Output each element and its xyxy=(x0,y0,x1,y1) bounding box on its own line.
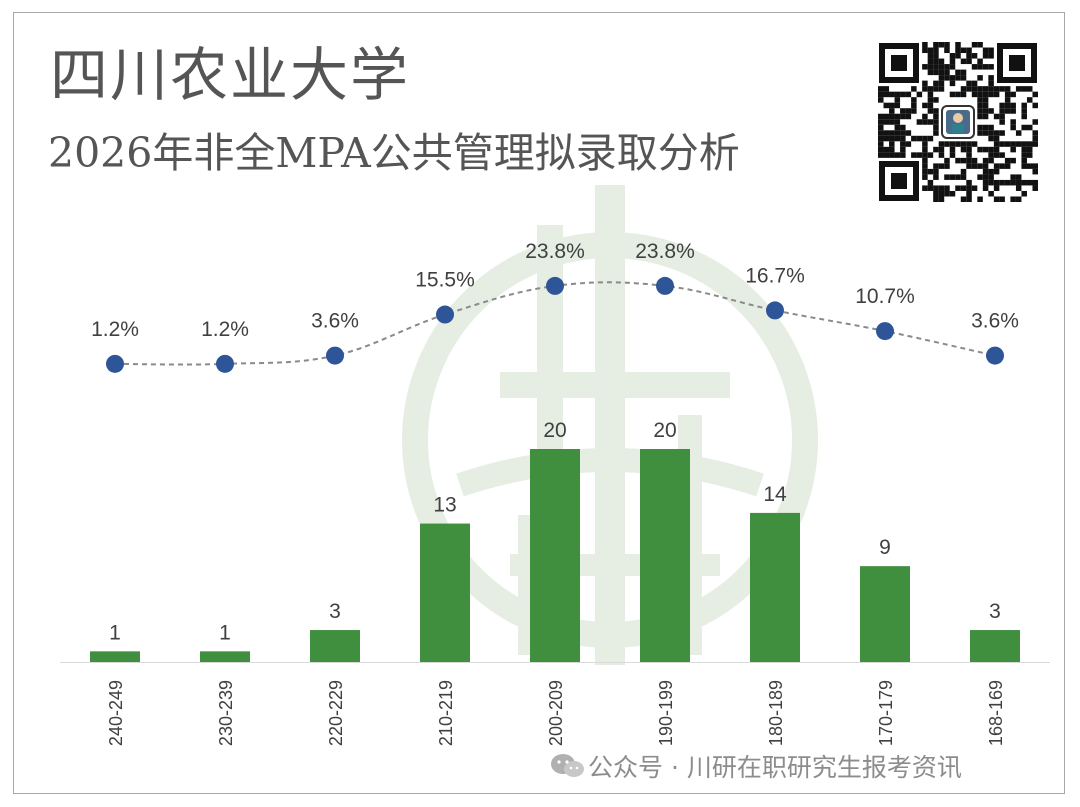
bar xyxy=(310,630,360,662)
line-point-label: 1.2% xyxy=(201,318,249,341)
bar xyxy=(860,566,910,662)
bar-value-label: 20 xyxy=(543,419,566,442)
x-tick-label: 180-189 xyxy=(766,680,786,746)
bar xyxy=(530,449,580,662)
page-title: 四川农业大学 xyxy=(50,41,411,109)
line-point-label: 16.7% xyxy=(745,264,805,287)
line-point-label: 23.8% xyxy=(635,240,695,263)
bar xyxy=(750,512,800,662)
bar-value-label: 9 xyxy=(879,536,891,559)
line-point xyxy=(986,346,1004,365)
page-subtitle: 2026年非全MPA公共管理拟录取分析 xyxy=(48,129,740,177)
line-point-label: 23.8% xyxy=(525,240,585,263)
bar-value-label: 20 xyxy=(653,419,676,442)
x-tick-label: 230-239 xyxy=(216,680,236,746)
line-point-label: 1.2% xyxy=(91,318,139,341)
line-point-label: 15.5% xyxy=(415,269,475,292)
x-tick-label: 220-229 xyxy=(326,680,346,746)
chart-frame xyxy=(13,12,1065,794)
x-tick-label: 170-179 xyxy=(876,680,896,746)
line-point xyxy=(326,346,344,365)
line-point xyxy=(216,354,234,373)
bar-value-label: 1 xyxy=(109,621,121,644)
line-point xyxy=(766,301,784,320)
bar-value-label: 13 xyxy=(433,494,456,517)
bar-value-label: 14 xyxy=(763,483,787,506)
bar xyxy=(200,651,250,662)
line-point xyxy=(656,276,674,295)
footer-text: 公众号 · 川研在职研究生报考资讯 xyxy=(588,753,962,782)
line-point xyxy=(106,354,124,373)
line-point-label: 10.7% xyxy=(855,285,915,308)
x-tick-label: 200-209 xyxy=(546,680,566,746)
qr-code-icon xyxy=(878,42,1038,202)
line-point xyxy=(436,305,454,324)
bar-value-label: 3 xyxy=(989,600,1001,623)
x-tick-label: 190-199 xyxy=(656,680,676,746)
bar xyxy=(420,523,470,662)
line-point xyxy=(876,322,894,341)
x-tick-label: 240-249 xyxy=(106,680,126,746)
bar xyxy=(640,449,690,662)
line-point-label: 3.6% xyxy=(311,310,359,333)
footer-watermark: 公众号 · 川研在职研究生报考资讯 xyxy=(548,748,968,784)
bar xyxy=(970,630,1020,662)
wechat-icon xyxy=(551,754,584,777)
line-point xyxy=(546,276,564,295)
x-tick-label: 210-219 xyxy=(436,680,456,746)
bar-value-label: 3 xyxy=(329,600,341,623)
line-point-label: 3.6% xyxy=(971,310,1019,333)
x-tick-label: 168-169 xyxy=(986,680,1006,746)
bar xyxy=(90,651,140,662)
bar-value-label: 1 xyxy=(219,621,231,644)
